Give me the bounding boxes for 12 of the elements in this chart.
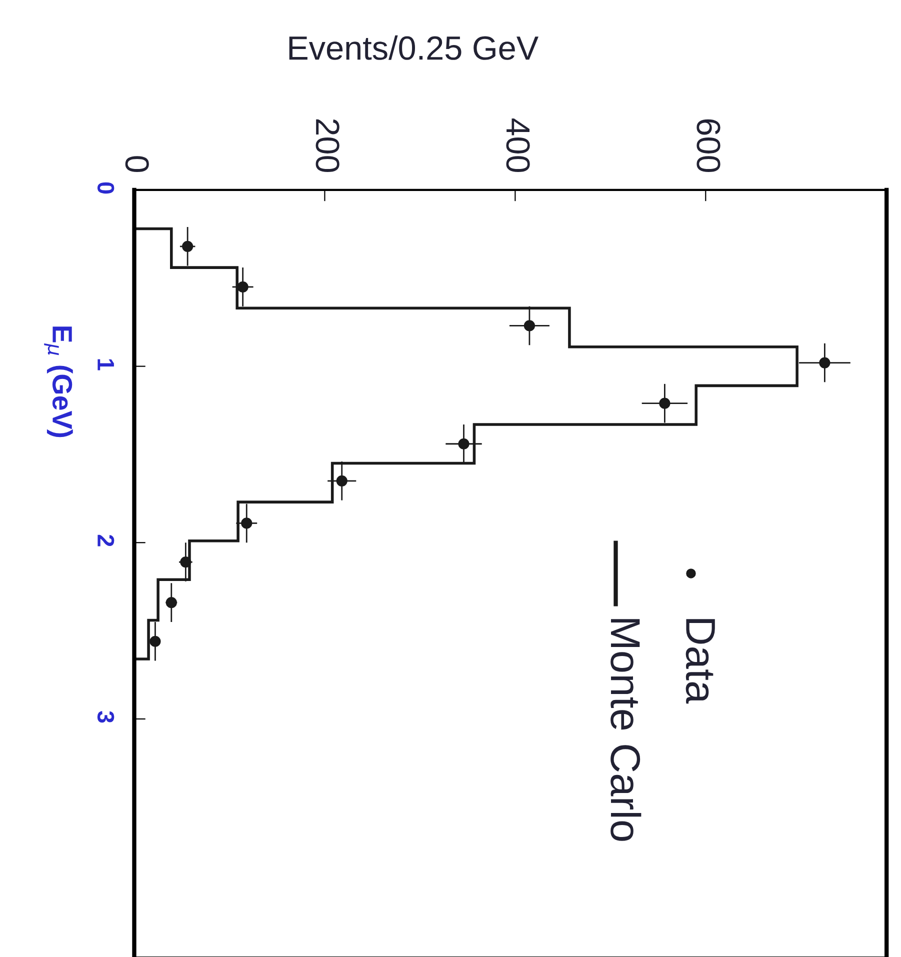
- y-tick-label: 2: [98, 534, 114, 546]
- y-axis-title: E$_{μ}$ (GeV): [44, 326, 73, 438]
- y-tick-label: 3: [97, 710, 114, 723]
- legend-label: Data: [686, 619, 715, 704]
- x-tick-label: 0: [125, 156, 149, 172]
- x-axis-title: Events/0.25 GeV: [289, 35, 538, 60]
- y-tick-label: 0: [97, 182, 114, 194]
- x-tick-label: 600: [696, 119, 720, 172]
- x-tick-label: 200: [316, 119, 340, 172]
- legend-label: Monte Carlo: [610, 619, 642, 841]
- y-tick-label: 1: [98, 359, 114, 370]
- x-tick-label: 400: [506, 118, 530, 172]
